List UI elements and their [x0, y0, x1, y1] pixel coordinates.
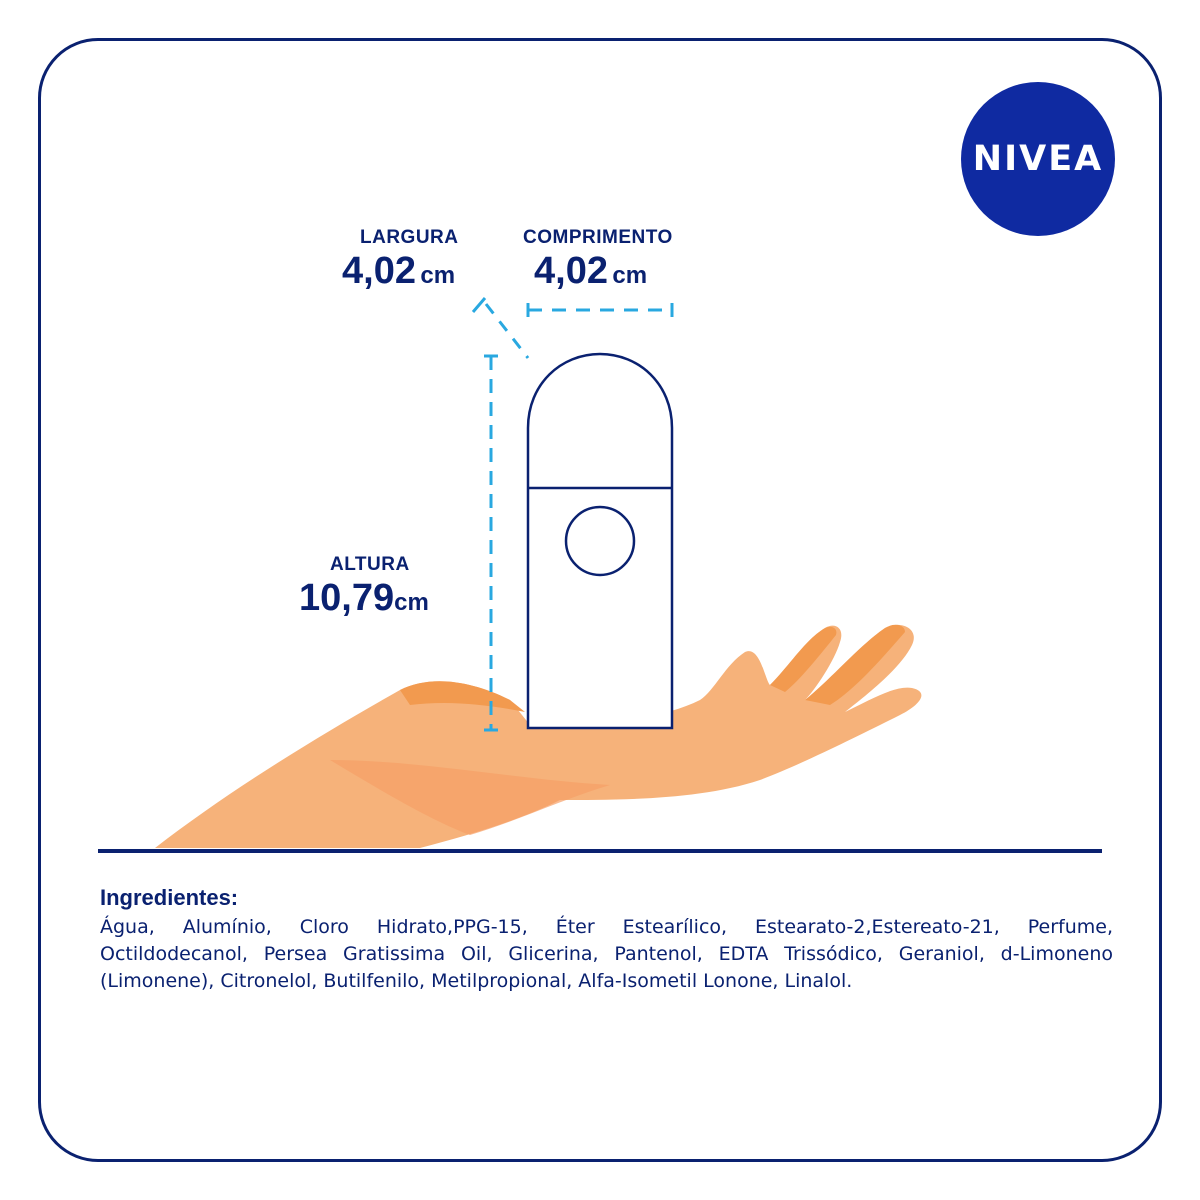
brand-name: NIVEA	[972, 139, 1104, 179]
height-number: 10,79	[299, 577, 395, 619]
width-unit: cm	[420, 262, 456, 289]
nivea-logo-icon: NIVEA	[961, 82, 1115, 236]
divider	[98, 849, 1102, 853]
roll-on-deodorant-icon	[526, 352, 674, 730]
finger-shade-2	[770, 626, 837, 692]
measurement-guides	[471, 297, 674, 732]
length-unit: cm	[612, 262, 648, 289]
palm-shade	[330, 760, 610, 835]
ingredients-title: Ingredientes:	[100, 885, 239, 910]
hand-shape	[155, 624, 922, 848]
finger-shade	[805, 624, 905, 705]
ingredients-text: Água, Alumínio, Cloro Hidrato,PPG-15, Ét…	[100, 916, 1113, 992]
thumb-shade	[400, 681, 525, 712]
width-guide	[484, 303, 530, 359]
width-value: 4,02 cm	[342, 250, 455, 293]
width-label: LARGURA	[360, 227, 459, 248]
card-frame	[38, 38, 1162, 1162]
product-illustration	[155, 297, 922, 848]
height-label: ALTURA	[330, 554, 410, 575]
open-hand-icon	[155, 624, 922, 848]
width-number: 4,02	[342, 250, 416, 292]
height-unit: cm	[394, 589, 429, 616]
height-value: 10,79cm	[299, 577, 429, 620]
length-number: 4,02	[534, 250, 608, 292]
length-label: COMPRIMENTO	[523, 227, 673, 248]
length-value: 4,02 cm	[534, 250, 647, 293]
